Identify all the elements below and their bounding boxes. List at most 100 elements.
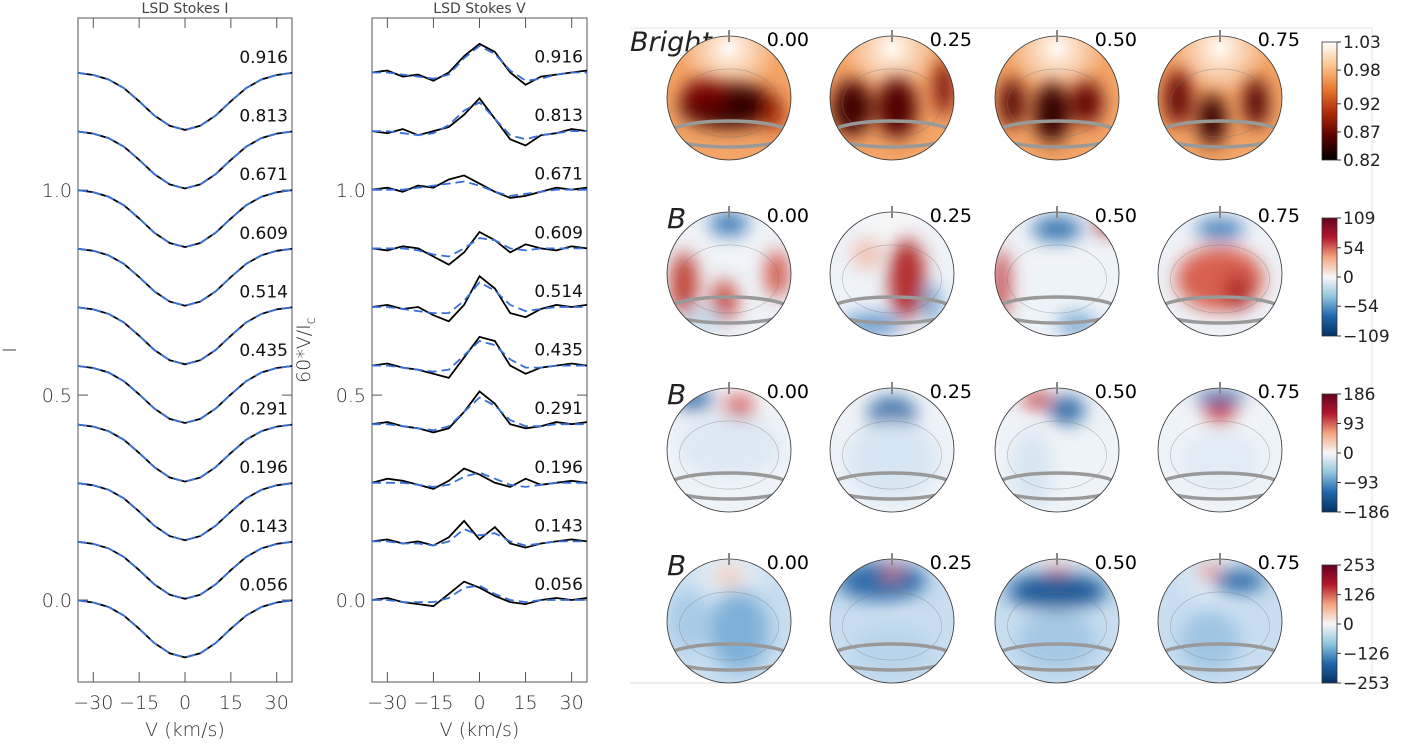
model-line <box>372 584 587 604</box>
model-line <box>77 306 293 366</box>
spot <box>1022 392 1052 408</box>
phase-label: 0.75 <box>1258 205 1300 227</box>
equator <box>995 295 1119 325</box>
colorbar-tick-label: 253 <box>1343 556 1375 576</box>
spot <box>1176 247 1264 311</box>
phase-label: 0.143 <box>239 517 288 537</box>
phase-label: 0.00 <box>767 205 809 227</box>
x-tick-label: −15 <box>119 692 159 714</box>
phase-label: 0.75 <box>1258 29 1300 51</box>
y-tick-label: 0.0 <box>42 590 72 612</box>
colorbar-tick-label: 0.87 <box>1343 123 1381 143</box>
phase-label: 0.25 <box>930 552 972 574</box>
spot <box>669 591 709 651</box>
model-line <box>77 482 293 542</box>
equator <box>830 642 954 672</box>
equator <box>995 642 1119 672</box>
x-tick-label: −30 <box>367 692 407 714</box>
phase-label: 0.056 <box>239 575 288 595</box>
colorbar-tick-label: −109 <box>1343 327 1390 347</box>
sphere <box>830 36 954 160</box>
model-line <box>77 72 293 131</box>
spot <box>882 567 902 579</box>
sphere-pattern <box>679 80 784 131</box>
contour <box>1007 591 1107 661</box>
x-tick-label: −15 <box>413 692 453 714</box>
sphere <box>667 36 791 160</box>
model-line <box>77 540 293 600</box>
phase-label: 0.671 <box>534 165 583 185</box>
observed-line <box>371 274 588 323</box>
phase-label: 0.75 <box>1258 381 1300 403</box>
colorbar-tick-label: −186 <box>1343 503 1390 523</box>
contour <box>842 591 942 661</box>
phase-label: 0.435 <box>534 341 583 361</box>
spot <box>1180 430 1260 490</box>
colorbar-tick-label: 0.98 <box>1343 61 1381 81</box>
contour <box>1170 68 1270 138</box>
contour <box>679 244 779 314</box>
spot <box>1034 83 1070 143</box>
model-line <box>77 365 293 424</box>
model-line <box>372 180 587 197</box>
equator <box>667 642 791 672</box>
colorbar <box>1321 393 1338 513</box>
phase-label: 0.00 <box>767 552 809 574</box>
phase-label: 0.00 <box>767 381 809 403</box>
sphere <box>1158 212 1282 336</box>
sphere <box>667 388 791 512</box>
model-line <box>77 247 293 307</box>
spot <box>724 396 754 420</box>
equator <box>667 295 791 325</box>
spot <box>1032 217 1082 241</box>
spot <box>837 561 927 601</box>
sphere-pattern <box>1007 564 1107 671</box>
model-line <box>372 471 587 488</box>
colorbar-tick-label: −54 <box>1343 297 1379 317</box>
x-tick-label: 30 <box>560 692 584 714</box>
y-axis-label-text: 60*V/I <box>293 324 315 383</box>
phase-label: 0.196 <box>239 458 288 478</box>
spot <box>709 591 769 671</box>
equator <box>1158 642 1282 672</box>
colorbar <box>1321 41 1338 161</box>
phase-label: 0.056 <box>534 575 583 595</box>
colorbar-tick-label: 0 <box>1343 615 1354 635</box>
sphere <box>1158 36 1282 160</box>
spot <box>1215 569 1265 593</box>
colorbar <box>1321 217 1338 337</box>
sphere <box>830 212 954 336</box>
model-line <box>372 396 587 432</box>
model-line <box>77 423 293 483</box>
spot <box>852 626 932 676</box>
spot <box>1205 404 1235 424</box>
spot <box>852 239 882 269</box>
y-axis-label-sub: c <box>304 317 319 324</box>
phase-label: 0.291 <box>239 400 288 420</box>
colorbar-tick-label: 126 <box>1343 586 1375 606</box>
sphere-pattern <box>1180 565 1265 671</box>
spot <box>1072 81 1102 125</box>
contour <box>679 591 779 661</box>
y-tick-label: 1.0 <box>42 180 72 202</box>
colorbar-tick-label: −126 <box>1343 644 1390 664</box>
spot <box>889 239 925 319</box>
contour <box>1007 68 1107 138</box>
spot <box>671 252 697 316</box>
spot <box>766 250 788 298</box>
equator <box>1158 295 1282 325</box>
spot <box>1007 573 1107 609</box>
spot <box>877 78 917 138</box>
phase-label: 0.25 <box>930 205 972 227</box>
colorbar-tick-label: 0 <box>1343 444 1354 464</box>
spot <box>1012 430 1052 510</box>
observed-line <box>371 230 588 266</box>
sphere <box>995 559 1119 683</box>
y-tick-label: 1.0 <box>336 180 366 202</box>
model-line <box>77 599 293 659</box>
contour <box>1170 244 1270 314</box>
phase-label: 0.514 <box>534 282 583 302</box>
spot <box>1165 70 1191 126</box>
spot <box>1180 611 1240 671</box>
